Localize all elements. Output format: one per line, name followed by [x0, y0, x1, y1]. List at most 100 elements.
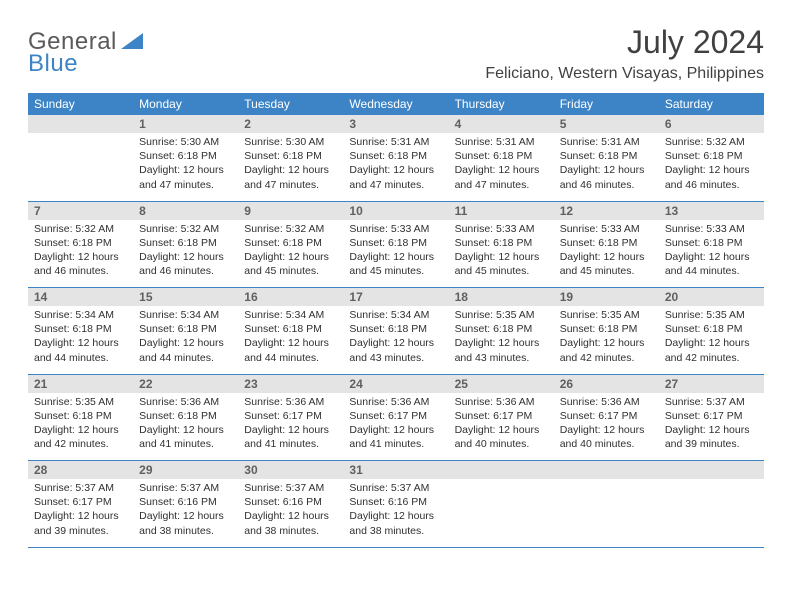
- day-info-line: Sunset: 6:18 PM: [139, 409, 232, 423]
- day-body-row: Sunrise: 5:34 AMSunset: 6:18 PMDaylight:…: [28, 306, 764, 374]
- day-info-line: Daylight: 12 hours: [244, 163, 337, 177]
- day-info-line: and 42 minutes.: [34, 437, 127, 451]
- day-info-line: Sunrise: 5:31 AM: [455, 135, 548, 149]
- day-number-cell: 15: [133, 288, 238, 307]
- day-info-line: and 38 minutes.: [244, 524, 337, 538]
- day-info-line: Sunset: 6:17 PM: [349, 409, 442, 423]
- day-info-line: Daylight: 12 hours: [455, 250, 548, 264]
- day-info-line: Sunset: 6:18 PM: [349, 236, 442, 250]
- day-body-row: Sunrise: 5:35 AM Sunset: 6:18 PM Daylight:…: [28, 393, 764, 461]
- day-body-cell: Sunrise: 5:32 AMSunset: 6:18 PMDaylight:…: [659, 133, 764, 201]
- day-number-cell: 18: [449, 288, 554, 307]
- day-info-line: and 45 minutes.: [455, 264, 548, 278]
- day-info-line: Daylight: 12 hours: [560, 250, 653, 264]
- day-body-cell: Sunrise: 5:31 AMSunset: 6:18 PMDaylight:…: [554, 133, 659, 201]
- day-info-line: Daylight: 12 hours: [349, 336, 442, 350]
- calendar-page: General July 2024 Feliciano, Western Vis…: [0, 0, 792, 558]
- day-body-cell: Sunrise: 5:37 AMSunset: 6:17 PMDaylight:…: [28, 479, 133, 547]
- day-info-line: Daylight: 12 hours: [34, 509, 127, 523]
- day-info-line: and 42 minutes.: [665, 351, 758, 365]
- day-info-line: Daylight: 12 hours: [139, 163, 232, 177]
- day-body-row: Sunrise: 5:30 AMSunset: 6:18 PMDaylight:…: [28, 133, 764, 201]
- day-info-line: Sunrise: 5:36 AM: [455, 395, 548, 409]
- day-body-cell: [449, 479, 554, 547]
- day-body-cell: Sunrise: 5:31 AMSunset: 6:18 PMDaylight:…: [343, 133, 448, 201]
- day-body-cell: Sunrise: 5:34 AMSunset: 6:18 PMDaylight:…: [28, 306, 133, 374]
- day-info-line: Sunset: 6:17 PM: [455, 409, 548, 423]
- day-number-cell: [659, 461, 764, 480]
- day-number-cell: 2: [238, 115, 343, 133]
- day-info-line: Sunset: 6:18 PM: [244, 236, 337, 250]
- day-header: Tuesday: [238, 93, 343, 115]
- day-info-line: Daylight: 12 hours: [244, 509, 337, 523]
- day-number-cell: 31: [343, 461, 448, 480]
- day-body-cell: Sunrise: 5:33 AMSunset: 6:18 PMDaylight:…: [343, 220, 448, 288]
- day-body-cell: Sunrise: 5:31 AMSunset: 6:18 PMDaylight:…: [449, 133, 554, 201]
- day-number-cell: 13: [659, 201, 764, 220]
- day-body-cell: Sunrise: 5:35 AMSunset: 6:18 PMDaylight:…: [28, 393, 133, 461]
- day-info-line: and 46 minutes.: [139, 264, 232, 278]
- day-info-line: Sunset: 6:18 PM: [665, 236, 758, 250]
- calendar-header-row: SundayMondayTuesdayWednesdayThursdayFrid…: [28, 93, 764, 115]
- day-number-cell: 12: [554, 201, 659, 220]
- day-info-line: Sunset: 6:18 PM: [139, 322, 232, 336]
- day-info-line: and 38 minutes.: [349, 524, 442, 538]
- day-info-line: and 44 minutes.: [665, 264, 758, 278]
- day-info-line: Sunrise: 5:36 AM: [244, 395, 337, 409]
- day-header: Wednesday: [343, 93, 448, 115]
- day-number-cell: 22: [133, 374, 238, 393]
- day-info-line: Sunrise: 5:37 AM: [349, 481, 442, 495]
- day-body-cell: [659, 479, 764, 547]
- day-info-line: Sunrise: 5:33 AM: [665, 222, 758, 236]
- day-info-line: Daylight: 12 hours: [34, 250, 127, 264]
- day-info-line: Sunrise: 5:32 AM: [139, 222, 232, 236]
- day-number-cell: 26: [554, 374, 659, 393]
- day-info-line: and 43 minutes.: [349, 351, 442, 365]
- day-number-cell: 4: [449, 115, 554, 133]
- day-info-line: Daylight: 12 hours: [560, 163, 653, 177]
- day-info-line: Daylight: 12 hours: [349, 250, 442, 264]
- day-info-line: Daylight: 12 hours: [139, 509, 232, 523]
- day-info-line: Sunset: 6:17 PM: [244, 409, 337, 423]
- day-body-cell: Sunrise: 5:33 AMSunset: 6:18 PMDaylight:…: [554, 220, 659, 288]
- day-info-line: Sunset: 6:16 PM: [244, 495, 337, 509]
- day-info-line: Daylight: 12 hours: [139, 336, 232, 350]
- day-info-line: Daylight: 12 hours: [349, 423, 442, 437]
- day-body-cell: Sunrise: 5:32 AMSunset: 6:18 PMDaylight:…: [238, 220, 343, 288]
- day-number-cell: 25: [449, 374, 554, 393]
- day-body-cell: Sunrise: 5:32 AMSunset: 6:18 PMDaylight:…: [28, 220, 133, 288]
- day-info-line: Sunrise: 5:35 AM: [560, 308, 653, 322]
- day-info-line: Sunrise: 5:34 AM: [139, 308, 232, 322]
- day-info-line: and 41 minutes.: [139, 437, 232, 451]
- day-number-cell: 16: [238, 288, 343, 307]
- day-number-cell: 3: [343, 115, 448, 133]
- day-info-line: Sunrise: 5:31 AM: [560, 135, 653, 149]
- day-info-line: Sunset: 6:18 PM: [665, 149, 758, 163]
- day-number-cell: 23: [238, 374, 343, 393]
- day-info-line: Daylight: 12 hours: [34, 336, 127, 350]
- day-info-line: Sunset: 6:18 PM: [139, 149, 232, 163]
- day-info-line: and 39 minutes.: [34, 524, 127, 538]
- day-info-line: Daylight: 12 hours: [455, 423, 548, 437]
- day-body-cell: Sunrise: 5:36 AMSunset: 6:17 PMDaylight:…: [238, 393, 343, 461]
- day-info-line: and 47 minutes.: [244, 178, 337, 192]
- day-number-cell: 6: [659, 115, 764, 133]
- day-info-line: and 46 minutes.: [665, 178, 758, 192]
- day-number-row: 78910111213: [28, 201, 764, 220]
- day-info-line: Sunrise: 5:36 AM: [139, 395, 232, 409]
- day-info-line: Sunrise: 5:35 AM: [34, 395, 127, 409]
- day-info-line: Sunset: 6:18 PM: [665, 322, 758, 336]
- day-info-line: Sunset: 6:18 PM: [349, 149, 442, 163]
- day-info-line: Sunrise: 5:36 AM: [560, 395, 653, 409]
- day-info-line: Daylight: 12 hours: [349, 509, 442, 523]
- day-info-line: Daylight: 12 hours: [244, 423, 337, 437]
- day-number-cell: 20: [659, 288, 764, 307]
- day-info-line: Sunset: 6:18 PM: [455, 149, 548, 163]
- day-body-cell: [28, 133, 133, 201]
- day-info-line: and 47 minutes.: [455, 178, 548, 192]
- day-info-line: Sunrise: 5:37 AM: [244, 481, 337, 495]
- day-info-line: Sunrise: 5:33 AM: [349, 222, 442, 236]
- day-info-line: and 47 minutes.: [139, 178, 232, 192]
- day-number-cell: 29: [133, 461, 238, 480]
- day-info-line: and 38 minutes.: [139, 524, 232, 538]
